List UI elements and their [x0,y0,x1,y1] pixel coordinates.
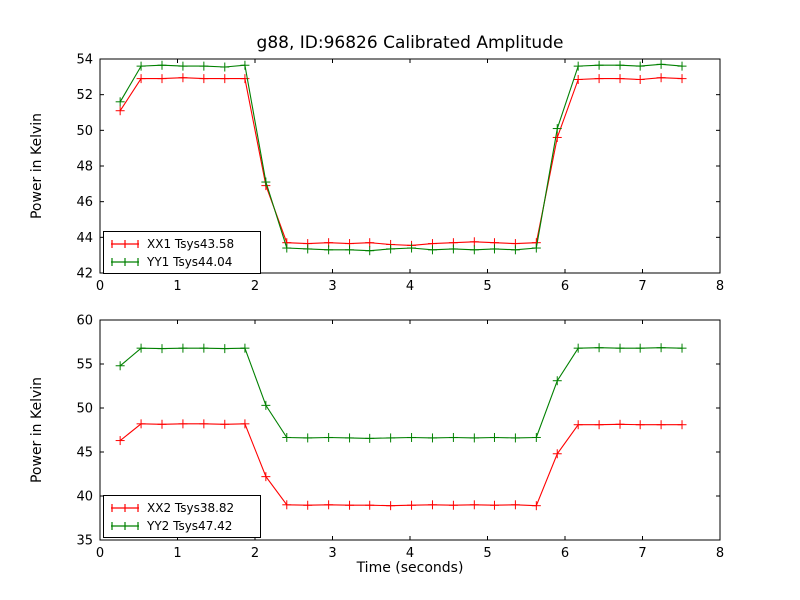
y-tick-label: 50 [76,124,93,139]
series-line-XX1 [119,77,683,246]
legend-bottom: XX2 Tsys38.82 YY2 Tsys47.42 [103,495,261,538]
x-tick-label: 4 [406,546,414,561]
x-tick-label: 7 [638,546,646,561]
legend-item: XX2 Tsys38.82 [110,500,254,517]
x-tick-label: 5 [483,546,491,561]
errorbar-sample-icon [110,235,147,254]
x-tick-label: 0 [96,546,104,561]
legend-top: XX1 Tsys43.58 YY1 Tsys44.04 [103,231,261,274]
y-tick-label: 35 [76,534,93,549]
chart-title: g88, ID:96826 Calibrated Amplitude [256,33,564,53]
y-tick-label: 55 [76,358,93,373]
x-tick-label: 2 [251,279,259,294]
y-tick-label: 54 [76,53,93,68]
y-tick-label: 40 [76,490,93,505]
x-tick-label: 8 [716,279,724,294]
legend-label: YY2 Tsys47.42 [147,519,233,533]
legend-label: YY1 Tsys44.04 [147,255,233,269]
x-tick-label: 3 [328,279,336,294]
errorbar-sample-icon [110,517,147,536]
legend-label: XX2 Tsys38.82 [147,501,235,515]
errorbar-sample [111,503,139,512]
y-tick-label: 46 [76,195,93,210]
legend-label: XX1 Tsys43.58 [147,237,235,251]
y-tick-label: 42 [76,267,93,282]
x-tick-label: 1 [173,279,181,294]
x-tick-label: 6 [561,279,569,294]
x-tick-label: 8 [716,546,724,561]
y-tick-label: 60 [76,314,93,329]
x-tick-label: 2 [251,546,259,561]
x-tick-label: 4 [406,279,414,294]
legend-item: YY2 Tsys47.42 [110,518,254,535]
y-tick-label: 44 [76,231,93,246]
errorbar-sample-icon [110,253,147,272]
y-axis-label-top: Power in Kelvin [29,112,45,220]
legend-item: YY1 Tsys44.04 [110,254,254,271]
series-line-XX2 [119,423,682,507]
y-tick-label: 48 [76,160,93,175]
x-tick-label: 0 [96,279,104,294]
errorbar-sample [111,239,139,248]
y-axis-label-bottom: Power in Kelvin [29,376,45,484]
y-tick-label: 45 [76,446,93,461]
errorbar-sample-icon [110,499,147,518]
x-tick-label: 3 [328,546,336,561]
x-tick-label: 5 [483,279,491,294]
x-tick-label: 7 [638,279,646,294]
y-tick-label: 52 [76,88,93,103]
x-tick-label: 6 [561,546,569,561]
y-tick-label: 50 [76,402,93,417]
x-axis-label: Time (seconds) [356,560,464,576]
series-line-YY1 [119,63,683,252]
legend-item: XX1 Tsys43.58 [110,236,254,253]
errorbar-sample [111,257,139,266]
series-line-YY2 [119,347,683,439]
x-tick-label: 1 [173,546,181,561]
errorbar-sample [111,521,139,530]
